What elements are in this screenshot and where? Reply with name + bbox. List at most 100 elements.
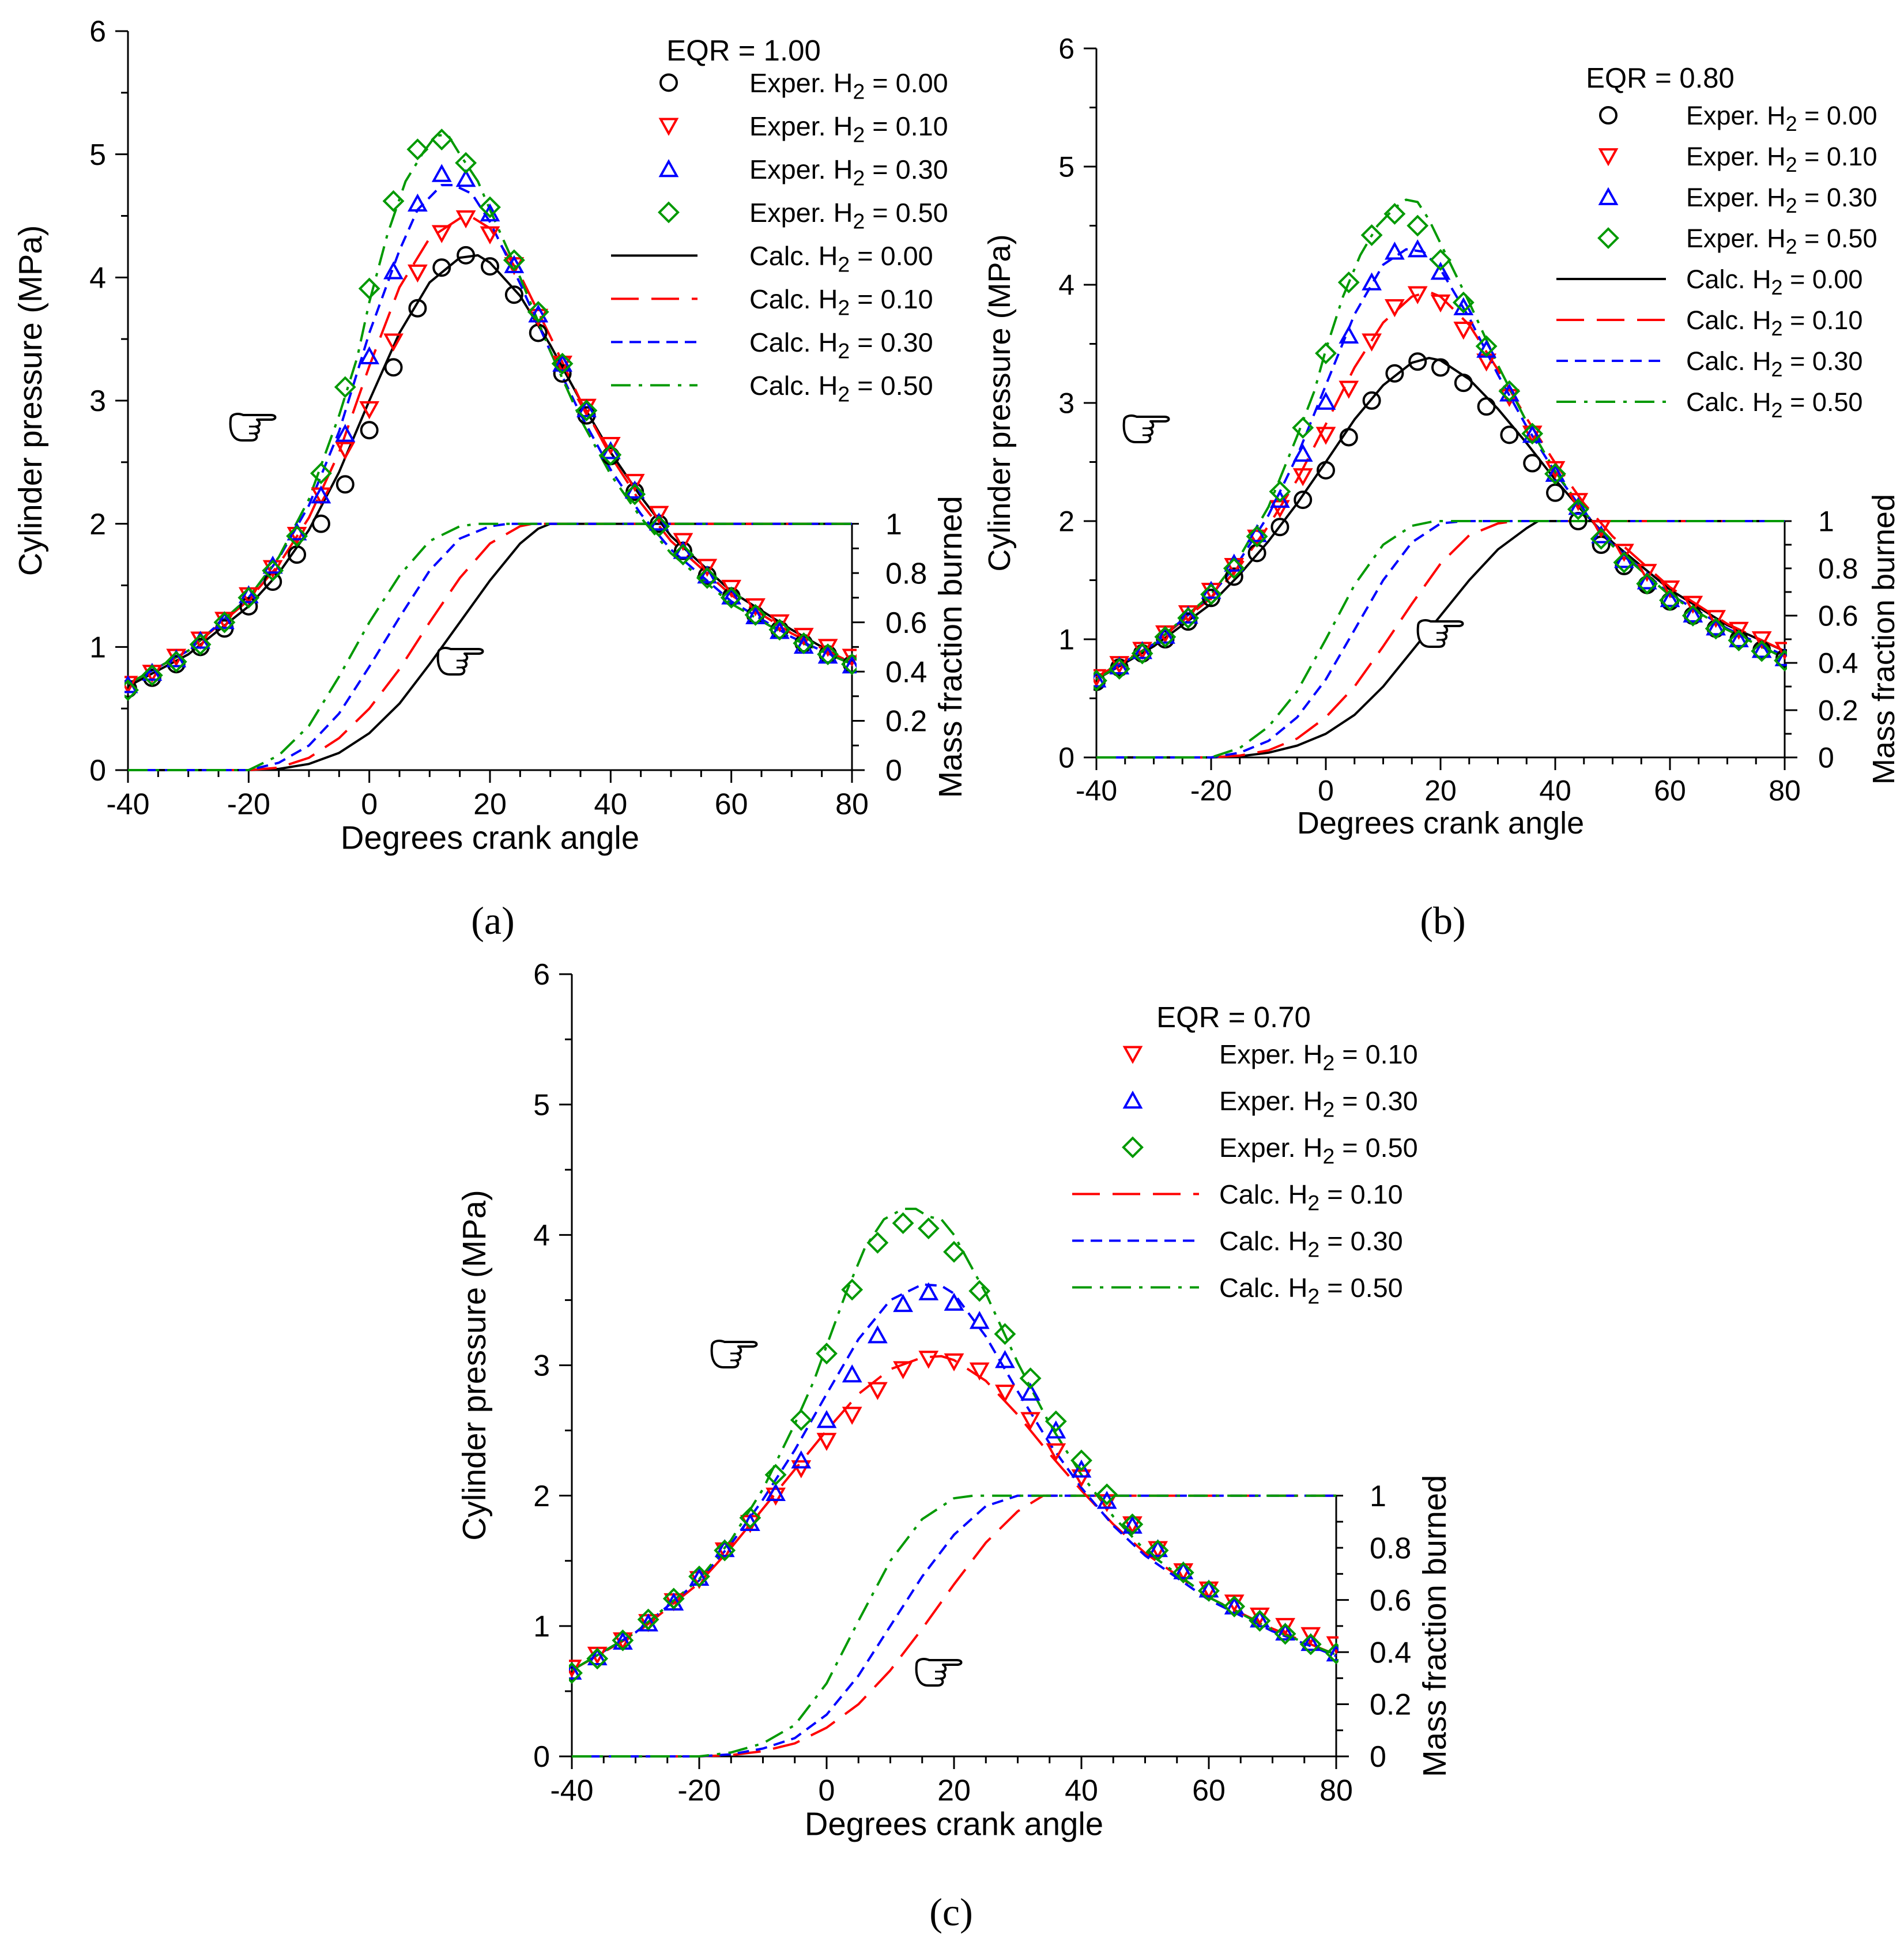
exp-point [431, 164, 452, 182]
legend-label: Exper. H2 = 0.50 [1686, 224, 1877, 258]
exp-point [1683, 604, 1703, 623]
exp-point [310, 462, 332, 484]
exp-series-h2-0.10 [569, 1351, 1339, 1678]
x-tick-label: 60 [1192, 1774, 1226, 1808]
y2-tick-label: 1 [885, 508, 902, 541]
exp-point [612, 1629, 634, 1651]
exp-point [1706, 617, 1726, 636]
legend-label: Exper. H2 = 0.10 [1686, 142, 1877, 176]
exp-point [383, 261, 404, 280]
exp-point [213, 611, 236, 633]
exp-point [868, 1325, 888, 1344]
exp-point [1172, 1562, 1194, 1584]
legend-label: Exper. H2 = 0.00 [1686, 101, 1877, 135]
exp-point [672, 544, 694, 566]
y2-tick-label: 1 [1370, 1480, 1386, 1513]
x-tick-label: 0 [819, 1774, 835, 1808]
exp-point [1751, 631, 1772, 650]
exp-point [141, 664, 163, 687]
exp-point [166, 649, 187, 668]
exp-point [1292, 443, 1313, 462]
mfb-calc-line-h2-0.00 [128, 522, 852, 771]
exp-point [1385, 242, 1405, 260]
pressure-calc-line-h2-0.30 [571, 1283, 1337, 1672]
exp-point [637, 1608, 659, 1631]
mfb-calc-line-h2-0.10 [572, 1494, 1336, 1758]
exp-point [1275, 1617, 1295, 1636]
legend-marker [658, 201, 680, 224]
pointer-hand-icon [1122, 414, 1170, 443]
y-axis-title: Cylinder pressure (MPa) [982, 234, 1017, 571]
y-tick-label: 1 [533, 1610, 550, 1643]
exp-point [995, 1385, 1015, 1403]
y2-axis-title: Mass fraction burned [1867, 494, 1901, 785]
exp-point [457, 246, 476, 265]
exp-point [1613, 551, 1635, 574]
exp-point [1020, 1412, 1040, 1430]
y2-tick-label: 0.8 [885, 557, 927, 590]
exp-point [1546, 483, 1564, 502]
y-tick-label: 2 [1058, 506, 1074, 538]
pressure-calc-line-h2-0.10 [1096, 291, 1785, 678]
exp-point [311, 514, 330, 533]
mfb-calc-line-h2-0.00 [1096, 520, 1785, 759]
exp-point [1148, 1538, 1168, 1558]
x-tick-label: -40 [550, 1774, 593, 1808]
exp-point [1453, 322, 1474, 340]
exp-point [866, 1231, 889, 1254]
exp-point [1200, 583, 1222, 606]
exp-point [841, 1279, 864, 1301]
exp-point [649, 506, 669, 524]
y-tick-label: 2 [533, 1480, 550, 1513]
y-axis-title: Cylinder pressure (MPa) [12, 225, 48, 576]
exp-point [569, 1661, 582, 1680]
exp-point [1383, 203, 1406, 225]
y-tick-label: 5 [89, 138, 106, 172]
exp-point [766, 1487, 786, 1506]
y-tick-label: 5 [1058, 151, 1074, 183]
x-tick-label: -40 [1076, 775, 1117, 807]
plot-area [125, 129, 857, 771]
exp-point [455, 168, 476, 187]
y-tick-label: 0 [533, 1740, 550, 1774]
y2-tick-label: 0.2 [885, 705, 927, 738]
exp-point [1173, 1561, 1194, 1579]
exp-point [1498, 380, 1521, 402]
exp-point [1454, 374, 1473, 393]
exp-series-h2-0.50 [1094, 203, 1787, 692]
legend-label: Calc. H2 = 0.00 [749, 241, 933, 276]
exp-point [527, 301, 549, 323]
y-tick-label: 3 [1058, 387, 1074, 420]
exp-series-h2-0.50 [569, 1212, 1339, 1684]
mfb-calc-line-h2-0.10 [1096, 520, 1785, 759]
exp-point [720, 586, 742, 609]
legend-label: Calc. H2 = 0.10 [1686, 306, 1862, 340]
exp-point [1071, 1460, 1092, 1478]
y-tick-label: 4 [89, 262, 106, 295]
chart-panel-a: -40 -20 0 20 40 60 80012345600.20.40.60.81Degr… [12, 15, 968, 855]
legend-label: Exper. H2 = 0.50 [749, 198, 948, 233]
legend-marker [658, 118, 679, 136]
exp-point [1339, 325, 1359, 344]
legend-label: Calc. H2 = 0.10 [749, 284, 933, 319]
exp-point [1430, 294, 1451, 313]
exp-point [1315, 391, 1336, 410]
y-tick-label: 6 [89, 15, 106, 48]
exp-point [816, 1410, 837, 1428]
exp-point [816, 1343, 838, 1365]
panel-label-a: (a) [471, 899, 514, 942]
exp-point [1132, 641, 1152, 659]
exp-point [1224, 567, 1243, 586]
exp-point [481, 257, 499, 276]
exp-point [238, 585, 259, 604]
legend-marker [1599, 106, 1618, 125]
exp-point [575, 399, 598, 422]
exp-point [1094, 669, 1107, 688]
exp-point [1430, 262, 1451, 280]
exp-point [408, 299, 427, 318]
exp-point [406, 138, 429, 161]
y2-tick-label: 0.6 [1818, 600, 1858, 632]
exp-point [1637, 564, 1657, 582]
exp-point [1774, 649, 1787, 672]
